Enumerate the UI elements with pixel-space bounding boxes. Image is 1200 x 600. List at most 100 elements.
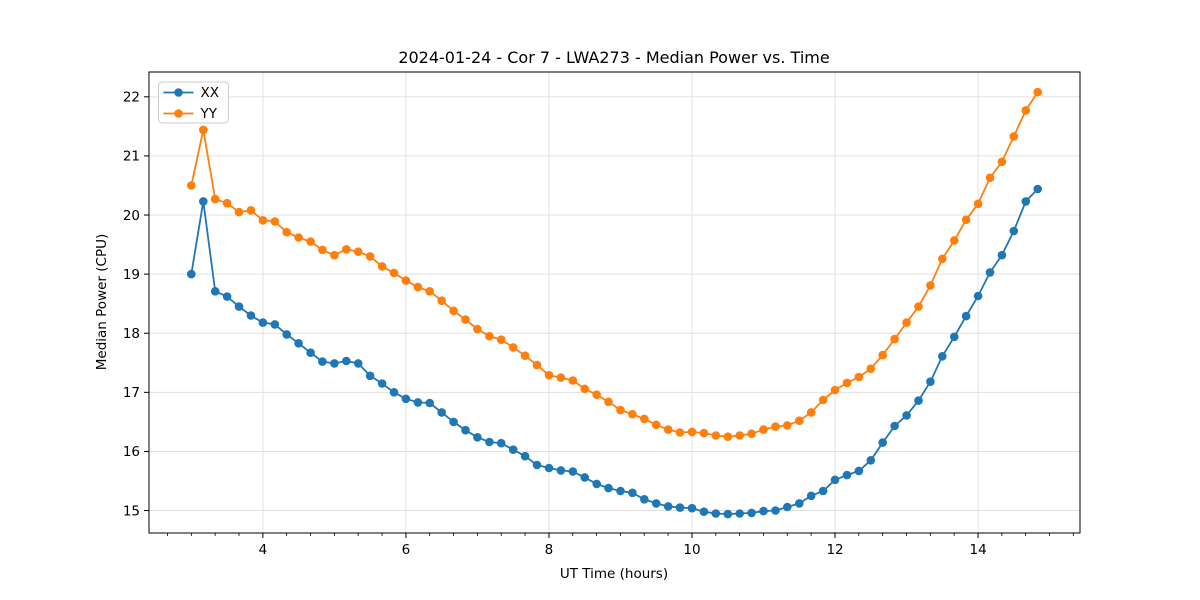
series-XX-marker xyxy=(496,438,506,448)
x-tick-label: 6 xyxy=(402,542,411,558)
series-YY-marker xyxy=(771,422,780,431)
series-YY-marker xyxy=(592,390,601,400)
y-tick-label: 19 xyxy=(123,267,140,283)
series-YY-marker xyxy=(389,268,399,278)
series-XX-marker xyxy=(699,507,709,516)
x-tick-label: 12 xyxy=(826,542,843,558)
series-XX-marker xyxy=(592,479,601,489)
series-XX-marker xyxy=(306,348,315,358)
series-XX-marker xyxy=(425,398,435,408)
series-XX-marker xyxy=(651,499,661,508)
series-XX-marker xyxy=(401,394,411,404)
series-YY-marker xyxy=(723,432,733,442)
series-YY-marker xyxy=(806,408,816,417)
y-tick-label: 21 xyxy=(123,149,140,165)
series-YY-marker xyxy=(508,343,518,352)
series-XX-marker xyxy=(616,486,625,496)
series-YY-marker xyxy=(580,384,589,394)
series-YY-marker xyxy=(997,157,1007,167)
series-XX-marker xyxy=(997,250,1007,260)
chart-title: 2024-01-24 - Cor 7 - LWA273 - Median Pow… xyxy=(398,48,829,67)
series-XX-marker xyxy=(282,330,292,339)
series-XX-marker xyxy=(806,491,816,501)
series-XX-marker xyxy=(1009,226,1019,236)
series-YY-marker xyxy=(318,245,327,255)
legend-label: XX xyxy=(201,85,220,101)
series-XX-marker xyxy=(950,332,959,342)
series-YY-marker xyxy=(282,227,292,237)
series-YY-marker xyxy=(735,431,744,440)
series-YY-marker xyxy=(187,181,196,190)
series-YY-marker xyxy=(759,425,768,434)
series-YY-marker xyxy=(961,215,971,225)
series-YY-marker xyxy=(711,431,721,440)
series-XX-marker xyxy=(365,371,375,381)
series-YY-marker xyxy=(687,427,697,437)
legend-item-XX: XX xyxy=(163,85,220,101)
series-YY-line xyxy=(190,91,1039,438)
grid xyxy=(149,72,1080,533)
series-YY-marker xyxy=(473,324,482,334)
series-XX-marker xyxy=(938,352,947,361)
legend-marker-sample xyxy=(174,88,183,97)
y-axis-label: Median Power (CPU) xyxy=(94,234,110,370)
series-YY-marker xyxy=(640,414,649,424)
series-YY-marker xyxy=(496,335,506,345)
series-YY-marker xyxy=(377,262,387,271)
series-YY-marker xyxy=(330,250,339,260)
series-YY-marker xyxy=(651,420,661,430)
series-XX-marker xyxy=(926,377,935,387)
series-YY-marker xyxy=(342,245,351,254)
series-XX-marker xyxy=(818,486,828,496)
series-YY-marker xyxy=(532,360,542,370)
series-XX-marker xyxy=(640,495,649,504)
series-XX-marker xyxy=(461,425,470,435)
series-YY-marker xyxy=(544,370,554,380)
series-YY-marker xyxy=(878,350,887,360)
series-YY-marker xyxy=(246,206,256,215)
series-YY-marker xyxy=(437,296,447,306)
series-XX-marker xyxy=(973,291,983,301)
series-YY-marker xyxy=(902,318,911,327)
x-tick-label: 14 xyxy=(969,542,986,558)
series-YY-marker xyxy=(830,385,840,395)
series-YY-marker xyxy=(628,409,637,419)
series-YY-marker xyxy=(938,254,947,264)
series-XX-marker xyxy=(473,433,482,442)
series-YY-marker xyxy=(747,429,756,439)
y-tick-label: 16 xyxy=(123,444,140,460)
legend-label: YY xyxy=(200,106,218,122)
series-YY-marker xyxy=(222,198,232,208)
series-XX-marker xyxy=(377,379,387,388)
series-XX-marker xyxy=(342,356,351,366)
series-XX-marker xyxy=(187,269,196,279)
x-tick-label: 8 xyxy=(545,542,554,558)
series-YY-marker xyxy=(306,237,315,246)
series-YY-marker xyxy=(353,247,363,256)
series-XX-marker xyxy=(747,508,756,518)
series-XX-marker xyxy=(234,302,244,311)
series-YY-marker xyxy=(556,373,566,382)
series-XX-marker xyxy=(878,438,887,447)
series-XX-marker xyxy=(199,197,208,206)
series-YY-marker xyxy=(914,302,923,311)
y-tick-label: 22 xyxy=(123,90,140,106)
series-YY-marker xyxy=(425,287,435,296)
legend-marker-sample xyxy=(174,109,183,118)
series-XX-marker xyxy=(246,311,256,320)
series-YY xyxy=(187,87,1042,442)
series-YY-marker xyxy=(1021,106,1031,115)
series-XX-marker xyxy=(830,475,840,485)
series-XX-marker xyxy=(1033,184,1042,194)
series-XX-marker xyxy=(413,398,423,407)
series-XX-line xyxy=(190,188,1039,515)
series-YY-marker xyxy=(1033,87,1042,97)
series-XX-marker xyxy=(222,292,232,301)
series-YY-marker xyxy=(520,351,530,361)
series-YY-marker xyxy=(866,364,876,374)
series-XX-marker xyxy=(437,408,447,417)
series-YY-marker xyxy=(950,236,959,245)
series-XX-marker xyxy=(294,339,303,348)
